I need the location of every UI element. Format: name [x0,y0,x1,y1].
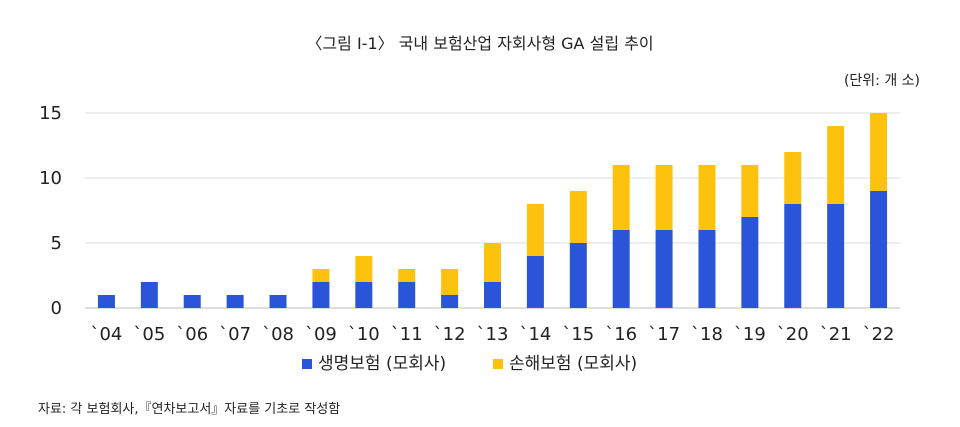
x-axis: `04 `05 `06 `07 `08 `09 `10 `11 `12 `13 `14 `15 `16 `… [90,324,894,345]
bar-non-life-insurance [484,243,501,282]
y-tick-label: 15 [39,103,62,124]
y-tick-label: 10 [39,168,62,189]
x-tick-label: `19 [734,324,766,345]
bar-life-insurance [484,282,501,308]
bar-life-insurance [183,295,201,308]
bar-life-insurance [398,282,416,308]
bar-life-insurance [612,230,630,308]
x-tick-label: `09 [305,324,337,345]
legend-swatch [493,359,503,369]
x-tick-label: `05 [133,324,165,345]
legend: 생명보험 (모회사) 손해보험 (모회사) [302,354,637,374]
x-tick-label: `18 [691,324,723,345]
bar-life-insurance [698,230,716,308]
x-tick-label: `21 [820,324,852,345]
bar-non-life-insurance [698,165,716,230]
x-tick-label: `11 [391,324,423,345]
bar-non-life-insurance [312,269,330,282]
bar-life-insurance [97,295,115,308]
x-tick-label: `14 [519,324,551,345]
bar-non-life-insurance [398,269,416,282]
bar-life-insurance [827,204,845,308]
bar-non-life-insurance [569,191,587,243]
bar-life-insurance [784,204,802,308]
bar-life-insurance [569,243,587,308]
bars [97,113,888,308]
bar-non-life-insurance [870,113,888,191]
x-tick-label: `16 [605,324,637,345]
x-tick-label: `22 [863,324,895,345]
bar-non-life-insurance [741,165,759,217]
legend-swatch [302,359,312,369]
bar-life-insurance [741,217,759,308]
x-tick-label: `20 [777,324,809,345]
y-tick-label: 5 [51,233,62,254]
bar-non-life-insurance [526,204,544,256]
y-tick-label: 0 [51,298,62,319]
x-tick-label: `08 [262,324,294,345]
bar-non-life-insurance [827,126,845,204]
bar-life-insurance [140,282,158,308]
bar-life-insurance [441,295,459,308]
bar-life-insurance [526,256,544,308]
bar-life-insurance [312,282,330,308]
bar-non-life-insurance [612,165,630,230]
x-tick-label: `06 [176,324,208,345]
x-tick-label: `15 [562,324,594,345]
bar-non-life-insurance [784,152,802,204]
bar-life-insurance [269,295,287,308]
x-tick-label: `07 [219,324,251,345]
x-tick-label: `17 [648,324,680,345]
unit-note: (단위: 개 소) [843,73,920,89]
legend-label: 손해보험 (모회사) [509,354,637,374]
y-axis: 0 5 10 15 [39,103,62,319]
bar-life-insurance [870,191,888,308]
bar-life-insurance [355,282,373,308]
x-tick-label: `13 [477,324,509,345]
x-tick-label: `12 [434,324,466,345]
x-tick-label: `04 [90,324,122,345]
bar-life-insurance [226,295,244,308]
legend-label: 생명보험 (모회사) [318,354,446,374]
bar-non-life-insurance [655,165,673,230]
x-tick-label: `10 [348,324,380,345]
chart-title: 〈그림 Ⅰ-1〉 국내 보험산업 자회사형 GA 설립 추이 [306,34,654,53]
bar-non-life-insurance [355,256,373,282]
bar-non-life-insurance [441,269,459,295]
bar-life-insurance [655,230,673,308]
stacked-bar-chart: 0 5 10 15 `04 `05 `06 `07 `08 `09 `10 `11 `12 `13 `14… [39,103,900,374]
source-note: 자료: 각 보험회사,『연차보고서』자료를 기초로 작성함 [38,402,341,417]
